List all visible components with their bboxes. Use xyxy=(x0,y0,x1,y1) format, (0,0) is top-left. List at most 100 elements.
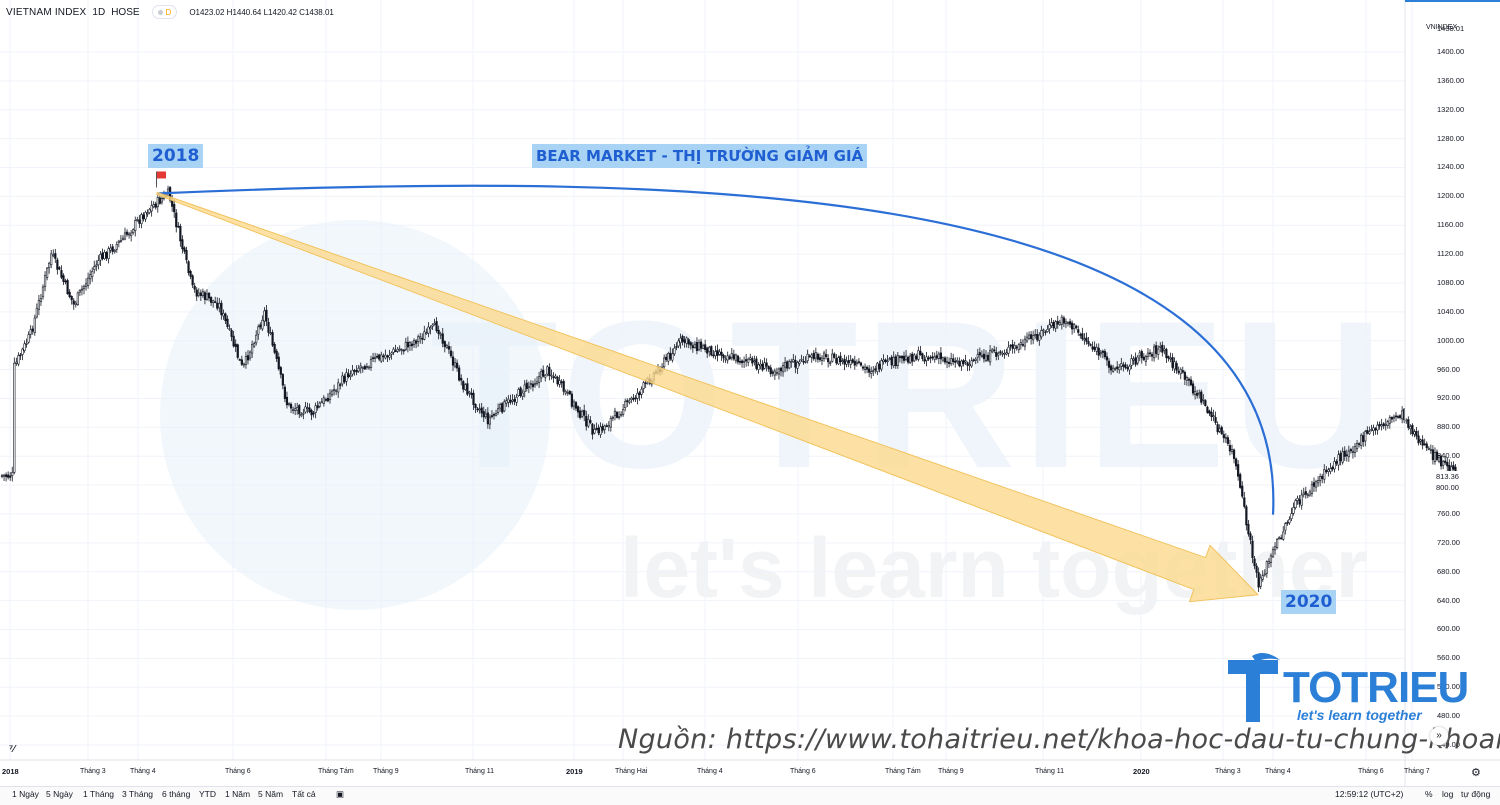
candle-body xyxy=(794,359,797,368)
candle-body xyxy=(829,362,832,364)
candle-body xyxy=(909,355,912,363)
candle-body xyxy=(1212,415,1215,417)
candle-body xyxy=(443,341,446,347)
candle-body xyxy=(810,354,813,358)
percent-toggle[interactable]: % xyxy=(1425,789,1433,799)
label-2020: 2020 xyxy=(1281,590,1337,614)
candle-body xyxy=(29,329,32,335)
candle-body xyxy=(1276,539,1279,548)
candle-body xyxy=(636,392,639,399)
candle-body xyxy=(958,361,961,367)
candle-body xyxy=(464,384,467,390)
candle-body xyxy=(952,358,955,362)
candle-body xyxy=(1351,451,1355,453)
candle-body xyxy=(113,250,116,253)
range-button[interactable]: 5 Năm xyxy=(258,789,284,799)
candle-body xyxy=(775,371,778,374)
candle-body xyxy=(1364,431,1367,442)
symbol-name[interactable]: VIETNAM INDEX xyxy=(6,6,87,18)
clock-time[interactable]: 12:59:12 (UTC+2) xyxy=(1335,789,1404,799)
time-tick-label: Tháng 4 xyxy=(1265,768,1291,775)
candle-body xyxy=(552,376,555,379)
candle-body xyxy=(363,365,366,370)
range-button[interactable]: 1 Năm xyxy=(225,789,251,799)
interval-label[interactable]: 1D xyxy=(92,6,106,18)
candle-body xyxy=(499,404,502,409)
candle-body xyxy=(37,299,40,310)
candle-body xyxy=(435,321,438,332)
range-button[interactable]: YTD xyxy=(199,789,216,799)
candle-body xyxy=(146,212,149,215)
candle-body xyxy=(1247,523,1250,535)
candle-body xyxy=(474,404,477,409)
time-tick-label: Tháng 6 xyxy=(225,768,251,775)
candle-body xyxy=(722,354,725,359)
range-button[interactable]: 1 Ngày xyxy=(12,789,39,799)
candle-body xyxy=(48,262,51,269)
range-button[interactable]: 5 Ngày xyxy=(46,789,73,799)
calendar-icon[interactable]: ▣ xyxy=(336,789,345,799)
candle-body xyxy=(708,346,711,352)
tradingview-logo-icon[interactable]: ⁷⁄ xyxy=(9,744,15,755)
range-button[interactable]: 6 tháng xyxy=(162,789,191,799)
exchange-label: HOSE xyxy=(111,6,140,18)
scroll-to-realtime-button[interactable]: » xyxy=(1430,727,1448,745)
candle-body xyxy=(529,383,532,385)
candle-body xyxy=(386,355,389,358)
candle-body xyxy=(371,357,375,359)
candle-body xyxy=(187,261,190,274)
candle-body xyxy=(470,392,473,396)
candle-body xyxy=(890,356,893,366)
candle-body xyxy=(505,400,508,404)
candle-body xyxy=(1296,497,1299,501)
candle-body xyxy=(691,345,694,349)
candle-body xyxy=(1405,419,1408,422)
candle-body xyxy=(1085,337,1088,342)
candle-body xyxy=(870,371,873,374)
candle-body xyxy=(1446,462,1449,467)
candle-body xyxy=(417,336,420,342)
candle-body xyxy=(894,356,897,367)
range-button[interactable]: 3 Tháng xyxy=(122,789,154,799)
time-tick-label: Tháng 7 xyxy=(1404,768,1430,775)
candle-body xyxy=(158,197,161,204)
candle-body xyxy=(769,367,772,375)
candle-body xyxy=(54,253,57,259)
candle-body xyxy=(1388,417,1391,424)
candle-body xyxy=(324,399,328,401)
candle-body xyxy=(294,408,297,411)
candle-body xyxy=(523,384,526,393)
candle-body xyxy=(1399,415,1402,418)
candle-body xyxy=(212,300,215,304)
candle-body xyxy=(613,410,617,416)
range-button[interactable]: 1 Tháng xyxy=(83,789,115,799)
candle-body xyxy=(7,474,10,478)
candle-body xyxy=(628,400,631,403)
candle-body xyxy=(195,289,198,297)
peak-flag-icon xyxy=(157,171,166,179)
candles xyxy=(0,185,1459,593)
candle-body xyxy=(1060,316,1063,325)
data-status-badge[interactable]: D xyxy=(151,5,178,19)
candle-body xyxy=(665,356,668,360)
log-toggle[interactable]: log xyxy=(1442,789,1454,799)
candle-body xyxy=(1372,427,1375,432)
candle-body xyxy=(345,372,348,382)
auto-scale-toggle[interactable]: tự động xyxy=(1461,789,1491,799)
candle-body xyxy=(1284,523,1287,531)
candle-body xyxy=(156,197,159,208)
candle-body xyxy=(64,280,67,283)
candle-body xyxy=(786,361,789,369)
candle-body xyxy=(123,232,127,240)
candle-body xyxy=(1433,452,1437,462)
candle-body xyxy=(1009,344,1012,347)
candle-body xyxy=(1161,344,1164,353)
settings-gear-icon[interactable]: ⚙ xyxy=(1471,767,1481,779)
candle-body xyxy=(468,391,471,394)
candle-body xyxy=(1401,410,1404,420)
candle-body xyxy=(531,383,535,388)
candle-body xyxy=(1081,333,1084,340)
candle-body xyxy=(1382,423,1385,427)
range-button[interactable]: Tất cả xyxy=(292,789,316,799)
